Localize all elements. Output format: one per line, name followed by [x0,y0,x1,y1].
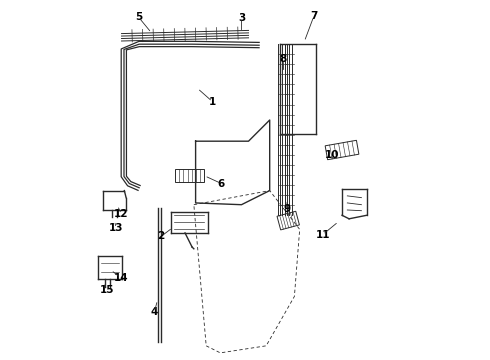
Text: 5: 5 [135,12,142,22]
Text: 9: 9 [283,204,290,214]
Text: 11: 11 [316,230,330,240]
Text: 4: 4 [150,307,158,317]
Bar [325,140,359,160]
Bar [175,169,204,182]
Text: 7: 7 [310,11,318,21]
Text: 8: 8 [279,54,287,64]
Text: 14: 14 [114,273,128,283]
Text: 10: 10 [325,150,340,159]
Text: 15: 15 [99,285,114,295]
Text: 6: 6 [218,179,225,189]
Text: 12: 12 [114,209,129,219]
Text: 13: 13 [109,223,123,233]
Text: 3: 3 [238,13,245,23]
Text: 1: 1 [209,97,216,107]
Bar [277,211,299,230]
Text: 2: 2 [157,231,165,242]
